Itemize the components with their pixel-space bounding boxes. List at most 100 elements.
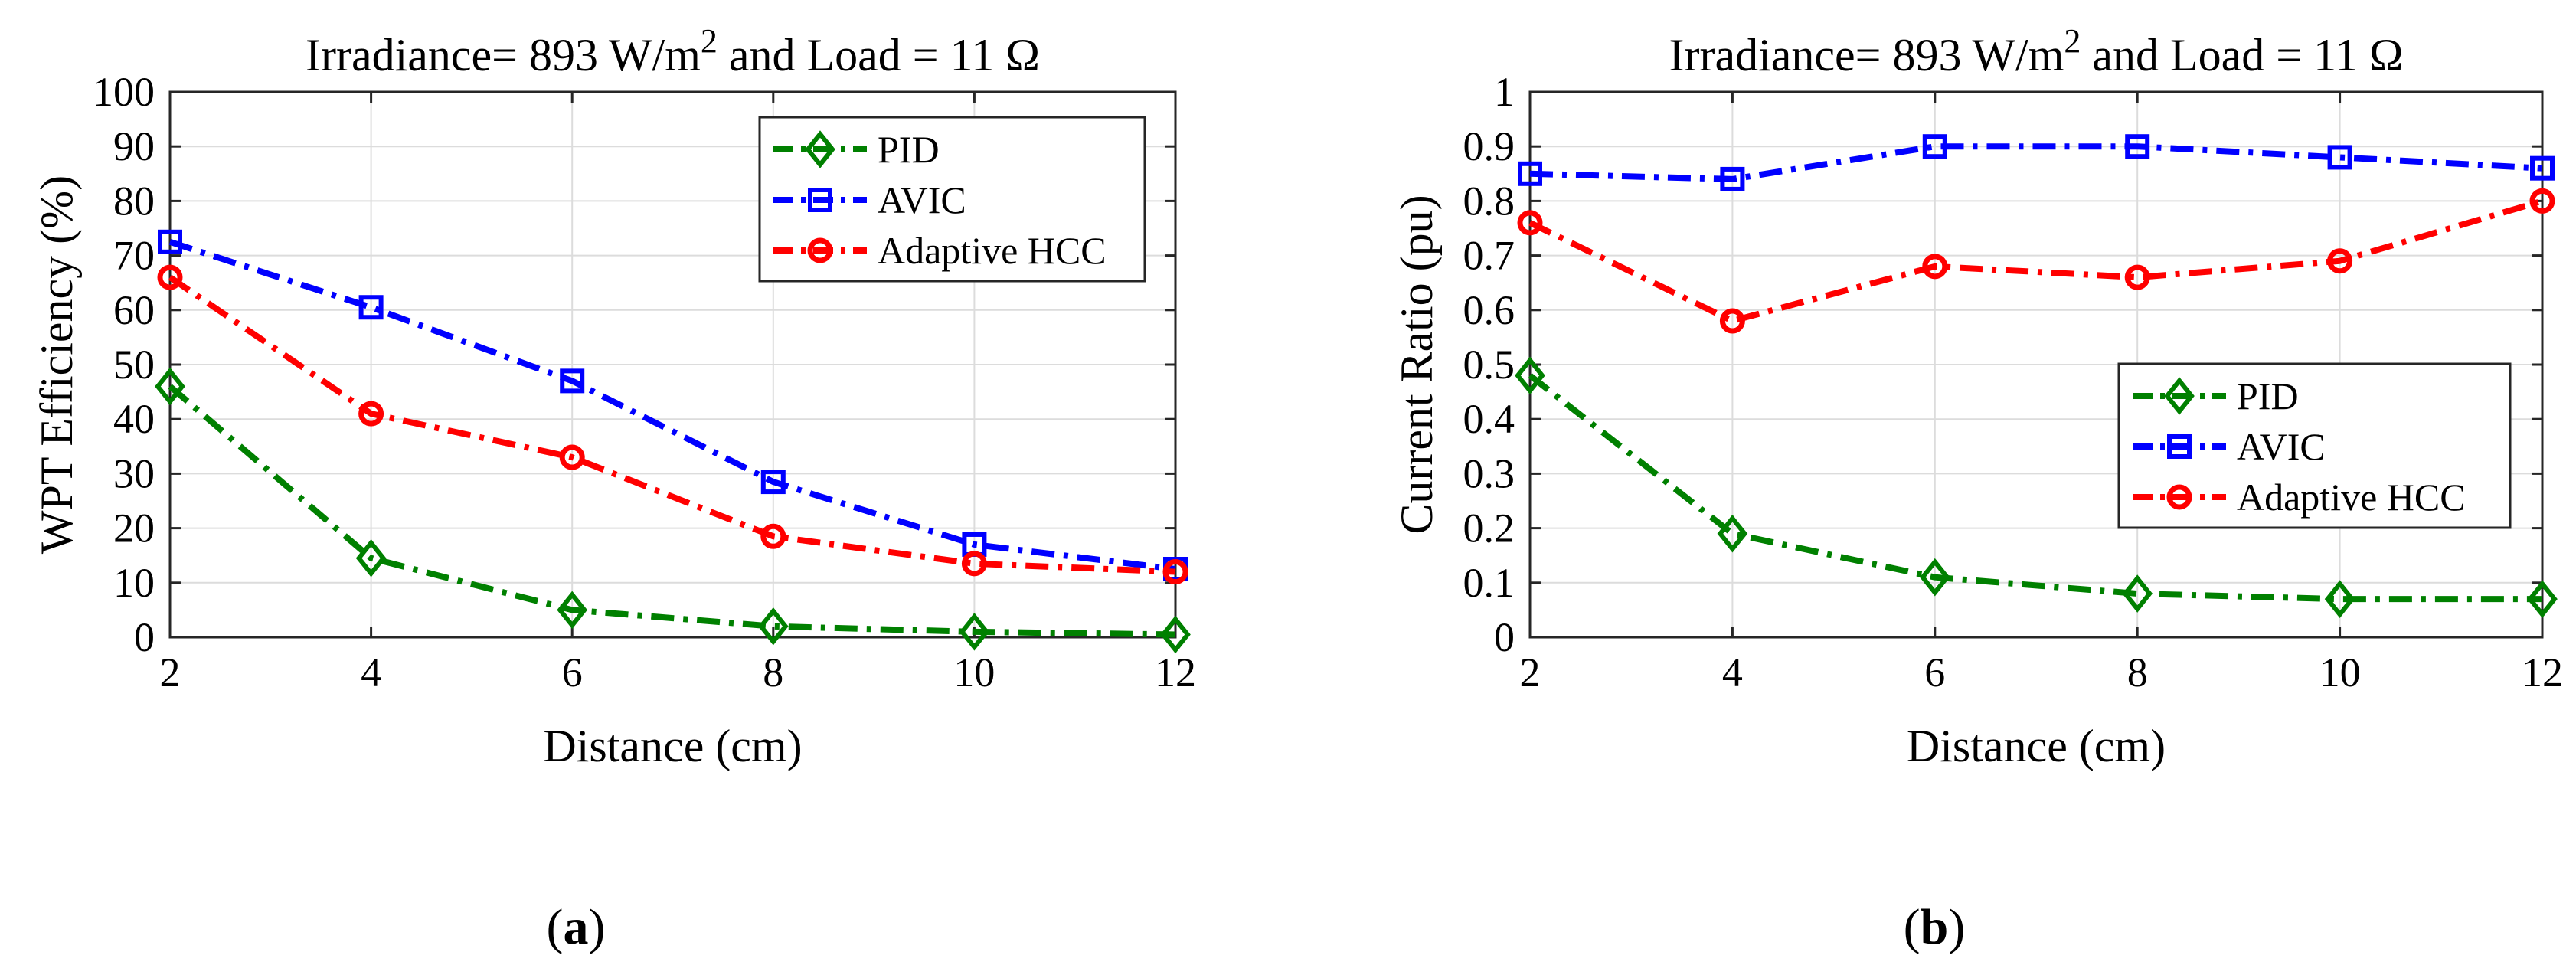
y-tick-label: 80: [113, 178, 155, 224]
series-pid: [155, 367, 1191, 654]
data-point: [760, 470, 786, 495]
x-tick-label: 12: [2522, 649, 2563, 695]
data-point: [2327, 248, 2353, 274]
data-point: [1919, 558, 1950, 597]
legend-entry-label: Adaptive HCC: [878, 229, 1107, 272]
series-line: [1529, 143, 2543, 182]
data-point: [1720, 166, 1745, 191]
data-point: [2529, 188, 2555, 214]
series-line: [168, 274, 1176, 575]
series-line: [1528, 373, 2542, 603]
y-tick-label: 0.1: [1463, 560, 1515, 606]
y-tick-label: 30: [113, 450, 155, 496]
y-tick-label: 20: [113, 505, 155, 551]
legend-marker: [805, 130, 835, 168]
chart-title: Irradiance= 893 W/m2 and Load = 11 Ω: [1669, 22, 2404, 80]
axes-box: [168, 90, 1177, 639]
series-pid: [1515, 356, 2558, 618]
legend-marker: [2164, 377, 2195, 415]
legend-entry-label: PID: [878, 128, 940, 171]
y-tick-label: 0.5: [1463, 342, 1515, 388]
legend-marker: [807, 237, 833, 263]
data-point: [557, 591, 588, 630]
data-point: [959, 613, 990, 651]
axes-box: [1528, 90, 2544, 639]
x-tick-label: 6: [1924, 649, 1945, 695]
x-axis-label: Distance (cm): [543, 721, 802, 771]
data-point: [1160, 615, 1191, 654]
data-point: [2324, 580, 2355, 618]
legend: PID AVIC Adaptive HCC: [2117, 362, 2512, 529]
y-tick-label: 0.9: [1463, 123, 1515, 169]
data-point: [2530, 155, 2555, 181]
series-line: [1528, 198, 2544, 325]
y-tick-label: 10: [113, 560, 155, 606]
data-point: [2124, 264, 2150, 290]
chart-title: Irradiance= 893 W/m2 and Load = 11 Ω: [306, 22, 1040, 80]
y-tick-label: 0: [1494, 614, 1515, 660]
legend-marker: [808, 188, 832, 212]
x-tick-label: 4: [1722, 649, 1743, 695]
data-point: [2527, 580, 2558, 618]
data-point: [1719, 308, 1745, 334]
legend-entry-label: Adaptive HCC: [2237, 476, 2466, 519]
series-adaptive-hcc: [157, 264, 1188, 585]
data-point: [155, 367, 185, 406]
x-tick-label: 12: [1155, 649, 1196, 695]
y-tick-label: 60: [113, 287, 155, 333]
panel-label: (a): [547, 899, 606, 955]
legend-entry-label: PID: [2237, 375, 2299, 417]
panel-label: (b): [1904, 899, 1966, 955]
data-point: [2122, 574, 2153, 613]
x-tick-label: 6: [562, 649, 583, 695]
series-avic: [1518, 134, 2555, 191]
y-tick-label: 0.7: [1463, 233, 1515, 279]
data-point: [1517, 210, 1543, 236]
data-point: [358, 295, 384, 320]
y-tick-label: 70: [113, 233, 155, 279]
legend-marker: [2167, 434, 2192, 459]
y-tick-label: 1: [1494, 69, 1515, 115]
legend-entry-label: AVIC: [2237, 425, 2326, 468]
data-point: [358, 401, 384, 427]
data-point: [1162, 559, 1188, 585]
y-tick-label: 0.6: [1463, 287, 1515, 333]
data-point: [560, 368, 585, 394]
x-axis-label: Distance (cm): [1907, 721, 2166, 771]
data-point: [1717, 514, 1748, 553]
data-point: [2125, 134, 2150, 159]
legend-entry-label: AVIC: [878, 178, 966, 221]
y-tick-label: 100: [93, 69, 155, 115]
data-point: [1518, 161, 1542, 186]
x-tick-label: 2: [1520, 649, 1541, 695]
y-tick-label: 0: [134, 614, 155, 660]
legend: PID AVIC Adaptive HCC: [758, 116, 1146, 283]
y-tick-label: 0.3: [1463, 450, 1515, 496]
data-point: [760, 523, 786, 549]
legend-box: [758, 116, 1146, 283]
x-tick-label: 4: [361, 649, 381, 695]
data-point: [1922, 134, 1947, 159]
x-tick-label: 8: [763, 649, 783, 695]
x-tick-label: 8: [2127, 649, 2148, 695]
x-tick-label: 2: [160, 649, 181, 695]
data-point: [1515, 356, 1545, 395]
data-point: [158, 229, 182, 254]
y-tick-label: 0.8: [1463, 178, 1515, 224]
data-point: [961, 551, 987, 577]
chart-panel-a: 2 4 6 8 10 12 0 10 20 30 40 50 60 70 80 90 100 PID AVIC Ada…: [31, 22, 1196, 955]
data-point: [355, 538, 387, 577]
y-tick-label: 0.4: [1463, 396, 1515, 442]
data-point: [157, 264, 183, 290]
y-tick-label: 40: [113, 396, 155, 442]
data-point: [2327, 145, 2352, 170]
series-line: [168, 238, 1176, 572]
data-point: [757, 607, 789, 646]
chart-panel-b: 2 4 6 8 10 12 0 0.1 0.2 0.3 0.4 0.5 0.6 0.7 0.8 0.9 1 PID…: [1391, 22, 2563, 955]
series-line: [168, 384, 1176, 638]
y-tick-label: 90: [113, 123, 155, 169]
data-point: [1922, 254, 1948, 280]
y-axis-label: WPT Efficiency (%): [31, 175, 82, 554]
legend-marker: [2166, 484, 2192, 510]
